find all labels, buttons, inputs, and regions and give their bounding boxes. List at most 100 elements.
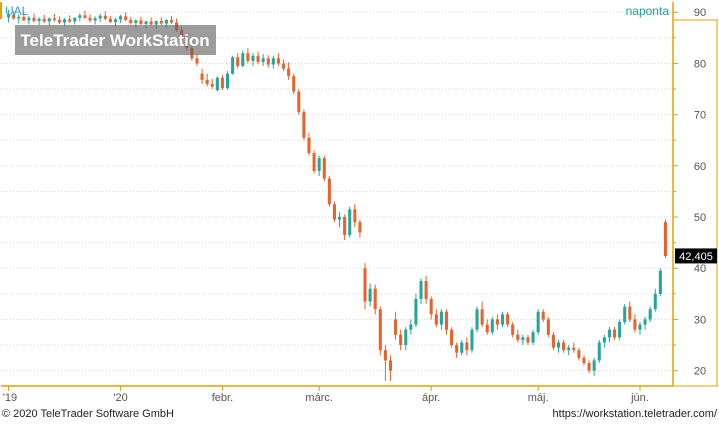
candle-body <box>22 16 26 21</box>
candle-body <box>480 309 484 325</box>
candle-59 <box>307 132 311 156</box>
candle-50 <box>261 54 265 66</box>
x-axis: '19 '20 febr. márc. ápr. máj. jún. <box>3 386 649 404</box>
candle-body <box>282 63 286 69</box>
candle-body <box>246 53 250 61</box>
candle-120 <box>618 319 622 340</box>
candle-body <box>475 309 479 330</box>
candle-body <box>343 217 347 235</box>
candle-body <box>490 319 494 333</box>
candle-69 <box>358 219 362 238</box>
candle-body <box>546 319 550 335</box>
candle-3 <box>22 12 26 21</box>
candle-body <box>164 19 168 24</box>
candle-body <box>592 360 596 371</box>
candle-66 <box>343 214 347 241</box>
candle-110 <box>567 345 571 356</box>
candle-40 <box>210 78 214 90</box>
candle-body <box>658 270 662 294</box>
candle-body <box>638 324 642 330</box>
candle-body <box>134 20 138 23</box>
candle-60 <box>312 150 316 174</box>
candle-48 <box>251 53 255 66</box>
candle-body <box>17 16 21 19</box>
candle-body <box>460 342 464 353</box>
candle-47 <box>246 48 250 64</box>
candle-body <box>103 15 107 19</box>
candle-body <box>613 329 617 338</box>
x-tick-label: '19 <box>3 392 17 404</box>
candle-84 <box>434 309 438 328</box>
candle-64 <box>332 201 336 223</box>
candle-body <box>78 15 82 18</box>
candle-119 <box>613 327 617 340</box>
candle-55 <box>287 62 291 80</box>
candle-2 <box>17 14 21 24</box>
candle-63 <box>327 176 331 207</box>
candle-83 <box>429 296 433 320</box>
candle-6 <box>37 17 41 26</box>
candle-5 <box>32 13 36 23</box>
candle-body <box>643 319 647 325</box>
interval-label[interactable]: naponta <box>626 4 670 18</box>
candle-94 <box>485 319 489 335</box>
candle-body <box>444 311 449 330</box>
copyright-text: © 2020 TeleTrader Software GmbH <box>2 408 174 420</box>
candle-body <box>7 14 11 18</box>
candle-30 <box>159 17 163 26</box>
candle-body <box>653 293 657 310</box>
candle-body <box>500 314 505 325</box>
candle-body <box>68 19 72 22</box>
candle-46 <box>241 50 245 68</box>
site-url-link[interactable]: https://workstation.teletrader.com/ <box>552 408 717 420</box>
candle-78 <box>404 327 408 351</box>
candle-body <box>317 158 321 171</box>
candle-body <box>124 16 128 20</box>
candle-body <box>373 288 377 310</box>
candle-body <box>378 309 382 351</box>
y-tick-label: 40 <box>694 263 706 275</box>
candle-65 <box>338 211 342 228</box>
plot-background <box>1 2 673 386</box>
candle-10 <box>57 16 61 25</box>
candle-99 <box>511 322 515 338</box>
candle-body <box>434 314 438 325</box>
candle-105 <box>541 309 545 322</box>
candle-body <box>129 19 133 23</box>
candle-body <box>607 329 611 338</box>
candle-body <box>149 21 153 25</box>
candle-body <box>37 18 41 21</box>
candle-51 <box>266 55 270 68</box>
candle-52 <box>271 55 275 69</box>
candle-body <box>251 55 255 61</box>
candle-body <box>587 362 591 371</box>
candle-body <box>394 319 398 335</box>
candle-62 <box>322 155 326 182</box>
candle-58 <box>302 109 306 141</box>
candle-96 <box>495 314 499 330</box>
candle-body <box>169 19 174 23</box>
candle-20 <box>108 15 112 23</box>
y-tick-label: 70 <box>694 110 706 122</box>
candle-body <box>429 298 433 315</box>
candle-body <box>623 306 627 322</box>
candlestick-series <box>7 9 667 381</box>
candle-body <box>63 19 67 23</box>
candle-body <box>271 58 275 65</box>
candle-41 <box>215 76 219 92</box>
grid-lines <box>1 11 673 372</box>
candle-129 <box>663 219 667 258</box>
candle-body <box>57 19 61 23</box>
candle-body <box>159 20 163 24</box>
candle-body <box>399 334 403 346</box>
candle-body <box>236 57 240 66</box>
candle-body <box>292 76 296 92</box>
candle-87 <box>450 327 454 348</box>
candle-125 <box>643 316 647 330</box>
candle-102 <box>526 334 530 346</box>
candle-123 <box>633 314 637 333</box>
candle-85 <box>439 309 443 330</box>
candle-body <box>195 58 199 64</box>
candle-44 <box>231 55 235 75</box>
candle-body <box>495 319 499 325</box>
